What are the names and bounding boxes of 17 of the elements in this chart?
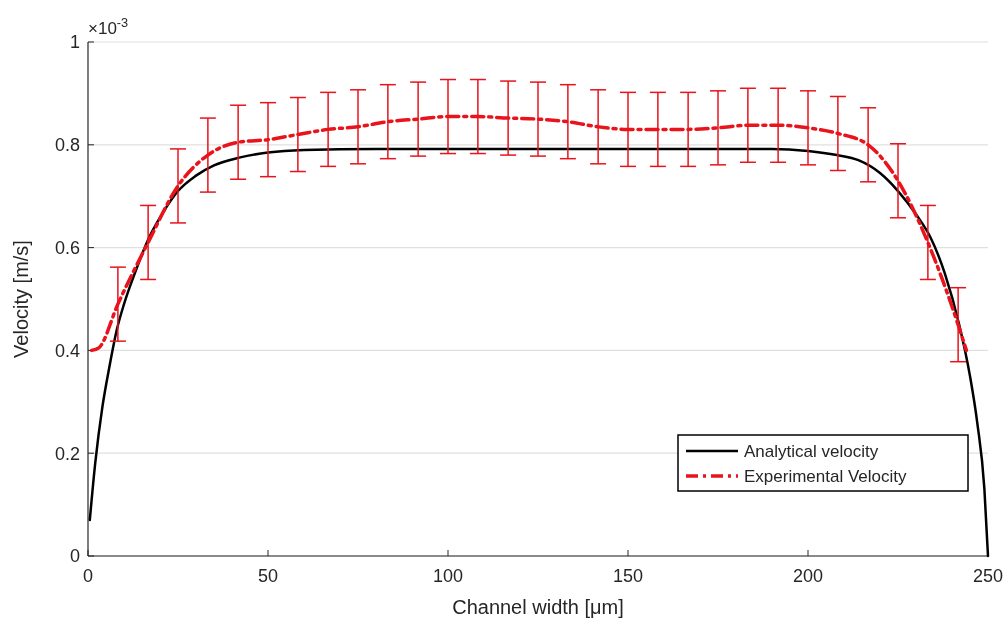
y-axis-title: Velocity [m/s]: [10, 240, 32, 358]
x-axis-title: Channel width [μm]: [452, 596, 624, 618]
y-tick-label: 0.2: [54, 443, 80, 464]
x-tick-label: 150: [612, 566, 644, 586]
legend-label: Analytical velocity: [744, 441, 879, 461]
x-tick-label: 0: [82, 566, 94, 586]
y-tick-label: 0: [69, 546, 80, 567]
text: ×10$^{-3}$: [88, 14, 129, 38]
x-tick-label: 100: [432, 566, 464, 586]
legend-label: Experimental Velocity: [744, 466, 908, 486]
y-tick-label: 0.8: [54, 135, 80, 156]
y-tick-label: 1: [69, 32, 80, 53]
x-tick-label: 50: [257, 566, 279, 586]
x-tick-label: 200: [792, 566, 824, 586]
x-tick-label: 250: [972, 566, 1004, 586]
y-tick-label: 0.6: [54, 237, 80, 258]
y-tick-label: 0.4: [54, 340, 80, 361]
